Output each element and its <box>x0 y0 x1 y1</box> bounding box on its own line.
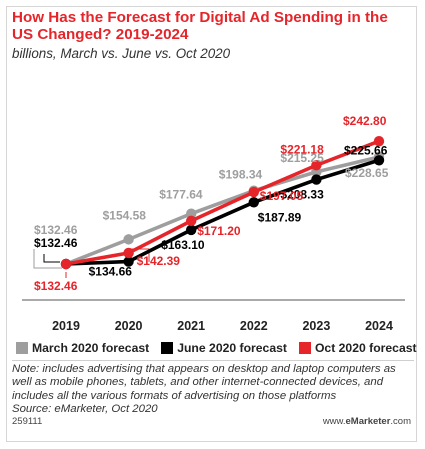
chart-subtitle: billions, March vs. June vs. Oct 2020 <box>12 46 231 61</box>
data-label: $132.46 <box>34 236 78 250</box>
data-point <box>60 258 72 270</box>
note-text: Note: includes advertising that appears … <box>12 363 396 402</box>
x-tick-label: 2023 <box>302 319 330 333</box>
data-point <box>373 155 385 166</box>
legend-item: March 2020 forecast <box>16 341 149 355</box>
data-point <box>311 160 322 171</box>
brand-link[interactable]: www.eMarketer.com <box>323 416 411 427</box>
line-chart: 2019 2020 2021 2022 2023 2024 $132.46 $154.58 $1… <box>22 114 405 333</box>
x-tick-label: 2019 <box>52 319 80 333</box>
legend-label: June 2020 forecast <box>177 341 287 355</box>
data-point <box>311 174 322 185</box>
data-point <box>123 234 134 245</box>
data-label: $132.46 <box>34 223 78 237</box>
data-label: $242.80 <box>343 114 387 128</box>
data-label: $177.64 <box>159 188 203 202</box>
data-point <box>123 256 134 267</box>
data-label: $228.65 <box>345 166 389 180</box>
x-tick-label: 2021 <box>177 319 205 333</box>
brand-suffix: .com <box>390 416 411 427</box>
data-label: $134.66 <box>89 265 133 279</box>
chart-frame <box>6 6 417 442</box>
chart-legend: March 2020 forecast June 2020 forecast Oct… <box>16 341 421 355</box>
series-line-june <box>65 158 380 266</box>
divider <box>12 360 414 361</box>
data-point <box>248 197 259 208</box>
series-line-march <box>65 155 380 266</box>
data-label: $198.34 <box>219 168 263 182</box>
data-label: $163.10 <box>161 238 205 252</box>
data-point <box>248 186 259 198</box>
data-label: $221.18 <box>280 142 324 156</box>
data-point <box>373 135 385 147</box>
data-label: $215.25 <box>280 151 324 165</box>
chart-id: 259111 <box>12 416 43 427</box>
legend-item: Oct 2020 forecast <box>298 341 417 355</box>
legend-item: June 2020 forecast <box>161 341 287 355</box>
x-tick-label: 2024 <box>365 319 393 333</box>
legend-swatch <box>298 342 311 354</box>
x-tick-label: 2020 <box>115 319 143 333</box>
data-label: $154.58 <box>103 208 147 222</box>
legend-label: Oct 2020 forecast <box>314 341 417 355</box>
legend-swatch <box>161 342 174 354</box>
chart-title: How Has the Forecast for Digital Ad Spen… <box>12 9 388 43</box>
legend-swatch <box>16 342 28 354</box>
data-label: $187.89 <box>258 210 302 224</box>
data-label: $132.46 <box>34 279 78 293</box>
data-point <box>186 224 197 236</box>
chart-note: Note: includes advertising that appears … <box>12 363 416 416</box>
brand-name: eMarketer <box>345 416 391 427</box>
data-label: $142.39 <box>137 254 181 268</box>
source-text: Source: eMarketer, Oct 2020 <box>12 402 158 415</box>
callout-bracket-black <box>43 254 60 263</box>
data-label: $208.33 <box>280 188 324 202</box>
series-line-oct <box>65 139 380 266</box>
data-label: $171.20 <box>197 224 241 238</box>
data-label: $197.05 <box>260 189 304 203</box>
callout-bracket-grey <box>33 249 62 269</box>
x-tick-label: 2022 <box>240 319 268 333</box>
brand-prefix: www. <box>322 416 346 427</box>
data-label: $225.66 <box>344 143 388 157</box>
data-point <box>123 247 134 259</box>
data-point <box>186 215 197 227</box>
data-point <box>186 208 197 219</box>
legend-label: March 2020 forecast <box>32 341 150 355</box>
